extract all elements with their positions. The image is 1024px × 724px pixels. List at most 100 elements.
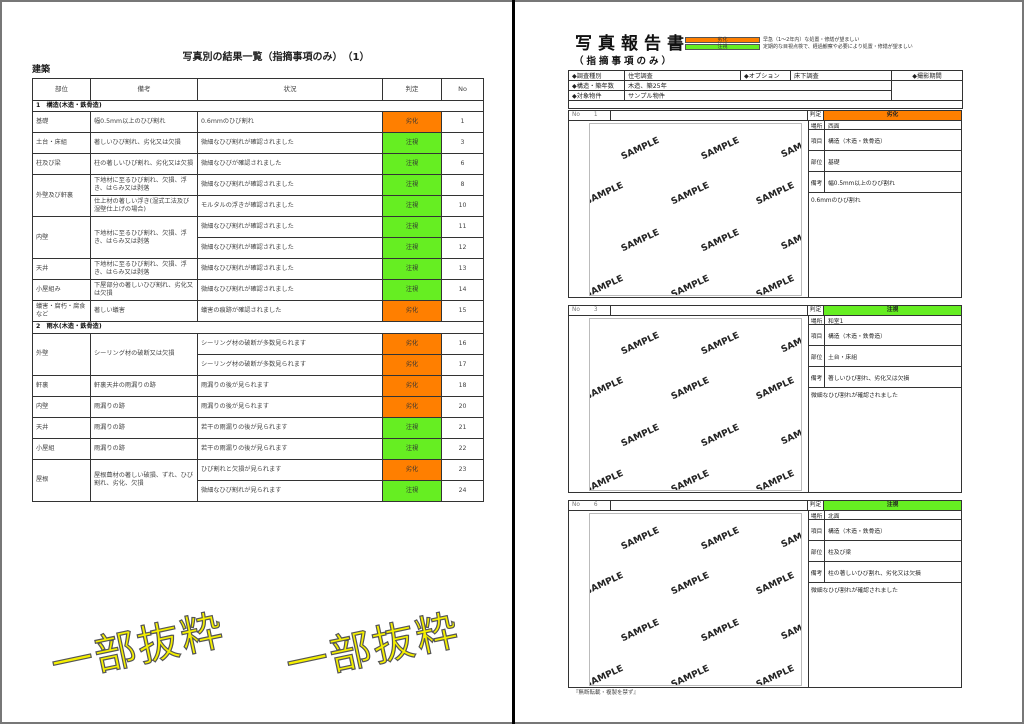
- note-cell: 雨漏りの跡: [90, 416, 198, 439]
- judge-badge: 劣化: [382, 395, 442, 418]
- sample-watermark: SAMPLE: [619, 227, 662, 255]
- structure-label: ◆構造・築年数: [568, 80, 625, 91]
- note-cell: 仕上材の著しい浮き(湿式工法及び湿壁仕上げの場合): [90, 195, 198, 218]
- entry-title-cell: [611, 501, 808, 510]
- report-title: 写真報告書: [575, 34, 690, 54]
- judge-badge: 注視: [824, 501, 961, 510]
- header-part: 部位: [32, 78, 91, 101]
- status-cell: 微細なひび割れが確認されました: [197, 237, 383, 260]
- note-cell: 屋根葺材の著しい破損、ずれ、ひび割れ、劣化、欠損: [90, 458, 198, 502]
- status-cell: 微細なひび割れが確認されました: [197, 279, 383, 302]
- table-row: 微細なひび割れが見られます 注視 24: [33, 479, 484, 502]
- status-cell: 雨漏りの後が見られます: [197, 374, 383, 397]
- photo-no: 13: [441, 258, 484, 281]
- photo-image[interactable]: SAMPLE SAMPLE SAMPLE SAMPLE SAMPLE SAMPLE SAMP…: [589, 123, 802, 296]
- sample-watermark: SAMPLE: [669, 273, 712, 296]
- note-cell: シーリング材の破断又は欠損: [90, 332, 198, 376]
- legend-text: 早急（1～2年内）な処置・修繕が望ましい: [763, 37, 860, 43]
- judge-badge: 注視: [382, 153, 442, 176]
- status-cell: 微細なひびが確認されました: [197, 153, 383, 176]
- sample-watermark: SAMPLE: [779, 133, 802, 161]
- entry-title-cell: [611, 111, 808, 120]
- sample-watermark: SAMPLE: [699, 422, 742, 450]
- sample-watermark: SAMPLE: [619, 135, 662, 163]
- part-cell: 天井: [32, 416, 91, 439]
- sample-watermark: SAMPLE: [589, 468, 626, 491]
- survey-type-value: 住宅調査: [624, 70, 741, 81]
- sample-watermark: SAMPLE: [699, 617, 742, 645]
- note-cell: 下地材に至るひび割れ、欠損、浮き、はらみ又は剥落: [90, 258, 198, 281]
- sample-watermark: SAMPLE: [699, 330, 742, 358]
- note-cell: 柱の著しいひび割れ、劣化又は欠損: [90, 153, 198, 176]
- table-row: 内壁 雨漏りの跡 雨漏りの後が見られます 劣化 20: [32, 395, 484, 418]
- sample-watermark: SAMPLE: [779, 225, 802, 253]
- photo-image[interactable]: SAMPLE SAMPLE SAMPLE SAMPLE SAMPLE SAMPLE SAMP…: [589, 318, 802, 491]
- judge-badge: 注視: [382, 479, 442, 502]
- judge-badge: 注視: [382, 258, 442, 281]
- photo-no: 21: [441, 416, 484, 439]
- judge-badge: 劣化: [824, 111, 961, 120]
- sample-watermark: SAMPLE: [589, 375, 626, 403]
- status-cell: 0.6mmのひび割れ: [197, 111, 383, 134]
- table-row: シーリング材の破断が多数見られます 劣化 17: [33, 353, 484, 376]
- part-value: 柱及び梁: [828, 549, 852, 556]
- table-row: 蟻害・腐朽・腐食など 著しい蟻害 蟻害の痕跡が確認されました 劣化 15: [32, 300, 484, 323]
- no-value: 1: [593, 112, 598, 118]
- judge-badge: 劣化: [382, 300, 442, 323]
- judge-label: 判定: [808, 111, 824, 120]
- photo-image[interactable]: SAMPLE SAMPLE SAMPLE SAMPLE SAMPLE SAMPLE SAMP…: [589, 513, 802, 686]
- table-row: 柱及び梁 柱の著しいひび割れ、劣化又は欠損 微細なひびが確認されました 注視 6: [32, 153, 484, 176]
- part-cell: 土台・床組: [32, 132, 91, 155]
- no-label: No: [572, 307, 580, 313]
- photo-no: 17: [441, 353, 484, 376]
- status-cell: シーリング材の破断が多数見られます: [197, 332, 383, 355]
- item-label: 項目: [809, 325, 825, 345]
- judge-badge: 注視: [382, 174, 442, 197]
- status-cell: ひび割れと欠損が見られます: [197, 458, 383, 481]
- no-value: 3: [593, 307, 598, 313]
- judge-label: 判定: [808, 501, 824, 510]
- status-text: 微細なひび割れが確認されました: [811, 588, 898, 594]
- photo-cell: SAMPLE SAMPLE SAMPLE SAMPLE SAMPLE SAMPLE SAMP…: [569, 511, 809, 688]
- table-row: 軒裏 軒裏天井の雨漏りの跡 雨漏りの後が見られます 劣化 18: [32, 374, 484, 397]
- photo-entry: No 1 判定 劣化 SAMPLE SAMPLE SAMPLE SAMPLE SAMPLE S…: [568, 110, 962, 298]
- legend: 劣化 早急（1～2年内）な処置・修繕が望ましい 注視 定期的な目視点検で、経過観察や…: [685, 36, 913, 50]
- part-cell: 内壁: [32, 395, 91, 418]
- photo-entry: No 3 判定 注視 SAMPLE SAMPLE SAMPLE SAMPLE SAMPLE S…: [568, 305, 962, 493]
- photo-no: 14: [441, 279, 484, 302]
- part-cell: 天井: [32, 258, 91, 281]
- status-cell: モルタルの浮きが確認されました: [197, 195, 383, 218]
- entry-number: No 1: [569, 111, 611, 120]
- item-value: 構造（木造・鉄骨造）: [828, 138, 886, 145]
- sample-watermark: SAMPLE: [589, 663, 626, 686]
- sample-watermark: SAMPLE: [779, 328, 802, 356]
- note-value: 著しいひび割れ、劣化又は欠損: [828, 375, 910, 382]
- part-cell: 屋根: [32, 458, 91, 502]
- part-label: 部位: [809, 541, 825, 561]
- option-value: 床下調査: [790, 70, 892, 81]
- header-no: No: [441, 78, 484, 101]
- sample-watermark: SAMPLE: [699, 525, 742, 553]
- sample-watermark: SAMPLE: [589, 273, 626, 296]
- legend-swatch-deterioration: 劣化: [685, 36, 760, 43]
- status-cell: シーリング材の破断が多数見られます: [197, 353, 383, 376]
- table-row: 基礎 幅0.5mm以上のひび割れ 0.6mmのひび割れ 劣化 1: [32, 111, 484, 134]
- photo-no: 24: [441, 479, 484, 502]
- legend-item: 劣化 早急（1～2年内）な処置・修繕が望ましい: [685, 36, 913, 43]
- sample-watermark: SAMPLE: [619, 330, 662, 358]
- section-label: 2 雨水(木造・鉄骨造): [32, 321, 484, 334]
- note-label: 備考: [809, 172, 825, 192]
- legend-item: 注視 定期的な目視点検で、経過観察や必要により処置・修繕が望ましい: [685, 43, 913, 50]
- report-subtitle: （指摘事項のみ）: [574, 56, 675, 67]
- structure-value: 木造、築25年: [624, 80, 892, 91]
- note-label: 備考: [809, 562, 825, 582]
- status-cell: 蟻害の痕跡が確認されました: [197, 300, 383, 323]
- place-label: 場所: [809, 511, 825, 520]
- note-cell: 著しいひび割れ、劣化又は欠損: [90, 132, 198, 155]
- sample-watermark: SAMPLE: [754, 180, 797, 208]
- note-cell: 著しい蟻害: [90, 300, 198, 323]
- part-cell: 外壁及び軒裏: [32, 174, 91, 218]
- sample-watermark: SAMPLE: [754, 468, 797, 491]
- photo-no: 3: [441, 132, 484, 155]
- legend-text: 定期的な目視点検で、経過観察や必要により処置・修繕が望ましい: [763, 44, 913, 50]
